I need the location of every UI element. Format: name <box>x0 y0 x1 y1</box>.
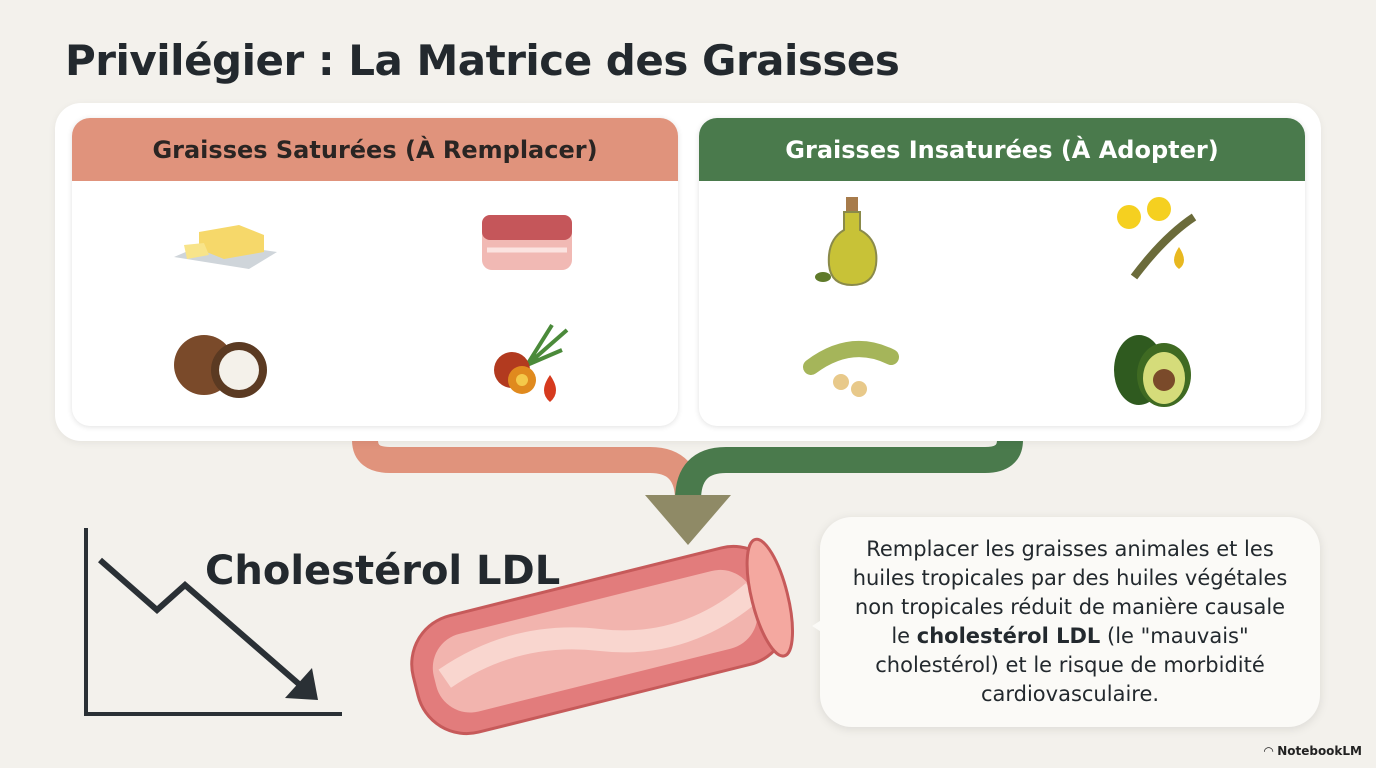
decline-chart-icon <box>84 528 342 716</box>
coconut-icon <box>72 304 375 427</box>
bubble-text-end: (le "mauvais" cholestérol) et le risque … <box>875 624 1265 706</box>
explanation-bubble: Remplacer les graisses animales et les h… <box>812 517 1320 727</box>
brand-name: NotebookLM <box>1277 744 1362 758</box>
brand-logo: ◠ NotebookLM <box>1264 744 1362 758</box>
bubble-highlight: cholestérol LDL <box>916 624 1101 648</box>
notebooklm-icon: ◠ <box>1263 744 1274 758</box>
palm-fruit-icon <box>375 304 678 427</box>
soybean-icon <box>699 304 1002 427</box>
butter-icon <box>72 181 375 304</box>
unsaturated-header: Graisses Insaturées (À Adopter) <box>699 118 1305 181</box>
olive-oil-icon <box>699 181 1002 304</box>
artery-illustration <box>410 537 795 736</box>
bubble-text: Remplacer les graisses animales et les h… <box>852 537 1288 648</box>
ldl-cholesterol-label: Cholestérol LDL <box>205 548 561 594</box>
rapeseed-icon <box>1002 181 1305 304</box>
avocado-icon <box>1002 304 1305 427</box>
page-title: Privilégier : La Matrice des Graisses <box>65 36 900 85</box>
saturated-header: Graisses Saturées (À Remplacer) <box>72 118 678 181</box>
unsaturated-fats-card: Graisses Insaturées (À Adopter) <box>699 118 1305 426</box>
saturated-fats-card: Graisses Saturées (À Remplacer) <box>72 118 678 426</box>
meat-icon <box>375 181 678 304</box>
